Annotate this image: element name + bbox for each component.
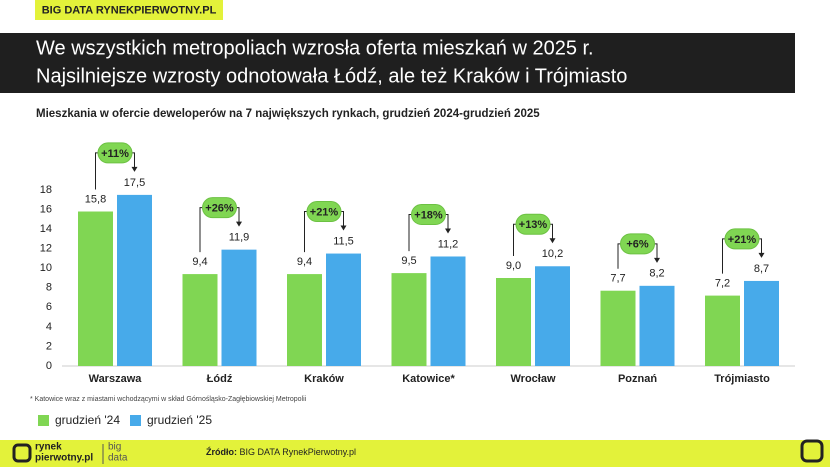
change-label: +13%	[519, 219, 548, 231]
bar	[496, 278, 531, 366]
change-badge	[202, 197, 237, 219]
change-arrow	[549, 238, 556, 244]
source-label: Źródło:	[206, 447, 237, 457]
x-tick-label: Katowice*	[402, 373, 455, 385]
logo-text: pierwotny.pl	[35, 453, 93, 464]
y-tick-label: 16	[40, 203, 52, 215]
bar	[326, 253, 361, 366]
change-arrow	[445, 228, 451, 234]
y-tick-label: 6	[46, 301, 52, 313]
value-label: 9,0	[506, 260, 521, 272]
change-badge	[97, 142, 133, 164]
brand-text: big	[108, 442, 121, 453]
change-label: +21%	[310, 206, 339, 218]
value-label: 8,7	[754, 263, 769, 275]
value-label: 11,9	[229, 232, 250, 244]
change-arrow	[758, 252, 765, 258]
change-badge	[411, 203, 446, 225]
y-tick-label: 10	[40, 262, 52, 274]
value-label: 11,2	[438, 238, 459, 250]
value-label: 9,5	[401, 255, 416, 267]
bar	[117, 194, 152, 366]
bar	[600, 290, 636, 366]
value-label: 7,2	[715, 278, 730, 290]
x-tick-label: Łódź	[207, 373, 233, 385]
value-label: 10,2	[542, 248, 563, 260]
x-tick-label: Warszawa	[89, 373, 143, 385]
legend-label: grudzień '25	[147, 413, 212, 427]
source: Źródło: BIG DATA RynekPierwotny.pl	[206, 447, 356, 457]
bar	[430, 256, 466, 366]
x-tick-label: Poznań	[618, 373, 657, 385]
x-tick-label: Trójmiasto	[714, 373, 770, 385]
bar	[221, 249, 257, 366]
change-badge	[306, 201, 342, 223]
value-label: 11,5	[333, 235, 354, 247]
footer-background	[0, 440, 830, 467]
change-badge	[515, 213, 551, 235]
y-tick-label: 0	[46, 360, 52, 372]
x-tick-label: Kraków	[304, 373, 344, 385]
change-label: +18%	[414, 209, 443, 221]
source-text: BIG DATA RynekPierwotny.pl	[240, 447, 357, 457]
x-tick-label: Wrocław	[510, 373, 555, 385]
tag-background	[35, 0, 223, 20]
change-badge	[724, 228, 760, 250]
chart-title: Mieszkania w ofercie deweloperów na 7 na…	[36, 108, 540, 120]
y-tick-label: 4	[46, 321, 52, 333]
legend-label: grudzień '24	[55, 413, 120, 427]
change-arrow	[654, 257, 660, 263]
y-tick-label: 8	[46, 282, 52, 294]
y-tick-label: 14	[40, 223, 52, 235]
value-label: 7,7	[610, 273, 625, 285]
bar	[535, 266, 570, 366]
corner-icon	[800, 439, 824, 463]
value-label: 15,8	[85, 193, 106, 205]
headline: We wszystkich metropoliach wzrosła ofert…	[36, 37, 594, 59]
legend-swatch	[130, 415, 141, 426]
headline-background	[0, 33, 795, 93]
y-tick-label: 18	[40, 184, 52, 196]
change-label: +26%	[205, 203, 234, 215]
change-label: +21%	[728, 234, 757, 246]
bar	[287, 274, 322, 366]
footnote: * Katowice wraz z miastami wchodzącymi w…	[30, 396, 307, 403]
change-arrow	[236, 221, 242, 227]
bar	[78, 211, 113, 366]
y-tick-label: 2	[46, 340, 52, 352]
change-label: +11%	[101, 148, 129, 160]
change-arrow	[131, 166, 138, 172]
change-badge	[620, 233, 655, 255]
value-label: 9,4	[192, 256, 207, 268]
bar	[182, 274, 218, 366]
change-label: +6%	[626, 239, 649, 251]
bar	[744, 280, 779, 366]
bar	[639, 285, 675, 366]
change-arrow	[340, 225, 347, 231]
value-label: 9,4	[297, 256, 312, 268]
value-label: 8,2	[649, 268, 664, 280]
logo-icon	[12, 443, 32, 463]
y-tick-label: 12	[40, 243, 52, 255]
value-label: 17,5	[124, 177, 145, 189]
tag: BIG DATA RYNEKPIERWOTNY.PL	[42, 4, 217, 16]
brand-text: data	[108, 453, 128, 464]
headline: Najsilniejsze wzrosty odnotowała Łódź, a…	[36, 65, 627, 87]
legend-swatch	[38, 415, 49, 426]
bar	[705, 295, 740, 366]
bar	[391, 273, 427, 366]
logo-text: rynek	[35, 442, 62, 453]
